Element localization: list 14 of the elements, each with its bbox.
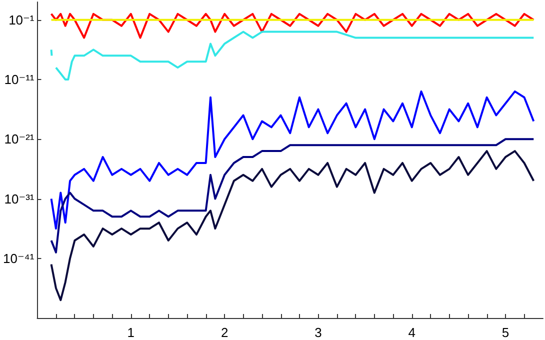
x-tick-label: 5 (502, 325, 510, 340)
line-series (50, 12, 535, 39)
line-series (50, 90, 535, 230)
y-tick-label: 10⁻¹ (8, 12, 35, 28)
line-series (50, 150, 535, 302)
y-tick-label: 10⁻⁴¹ (2, 250, 35, 266)
x-tick-label: 4 (408, 325, 416, 340)
y-tick-label: 10⁻¹¹ (4, 72, 35, 88)
y-tick-label: 10⁻²¹ (4, 132, 35, 147)
line-series (50, 138, 535, 254)
x-tick-label: 3 (314, 325, 322, 340)
y-tick-label: 10⁻³¹ (4, 191, 35, 206)
x-tick-label: 1 (127, 325, 135, 340)
x-tick-label: 2 (220, 325, 228, 340)
